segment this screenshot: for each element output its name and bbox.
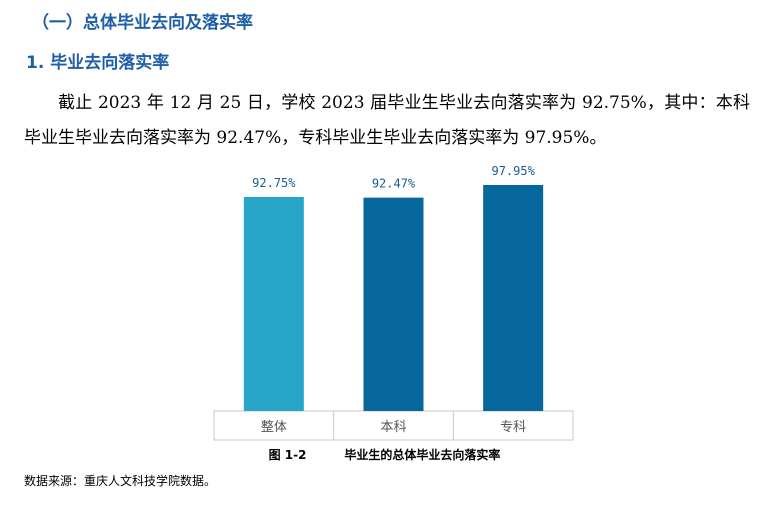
data-source-note: 数据来源：重庆人文科技学院数据。 bbox=[24, 474, 217, 488]
category-label: 专科 bbox=[500, 420, 526, 435]
figure-number: 图 1-2 bbox=[268, 448, 307, 462]
category-label: 整体 bbox=[261, 420, 287, 435]
body-paragraph: 截止 2023 年 12 月 25 日，学校 2023 届毕业生毕业去向落实率为… bbox=[24, 93, 750, 148]
category-label: 本科 bbox=[380, 420, 406, 435]
figure-caption: 图 1-2 毕业生的总体毕业去向落实率 bbox=[0, 446, 769, 463]
figure-title: 毕业生的总体毕业去向落实率 bbox=[344, 448, 501, 462]
bar-2 bbox=[363, 197, 424, 411]
data-label: 92.75% bbox=[252, 176, 296, 190]
subsection-heading: 1. 毕业去向落实率 bbox=[26, 53, 170, 73]
data-label: 92.47% bbox=[372, 177, 416, 191]
section-heading: （一）总体毕业去向及落实率 bbox=[32, 13, 253, 33]
bar-1 bbox=[243, 196, 304, 411]
data-label: 97.95% bbox=[491, 164, 535, 178]
bar-3 bbox=[483, 185, 544, 411]
